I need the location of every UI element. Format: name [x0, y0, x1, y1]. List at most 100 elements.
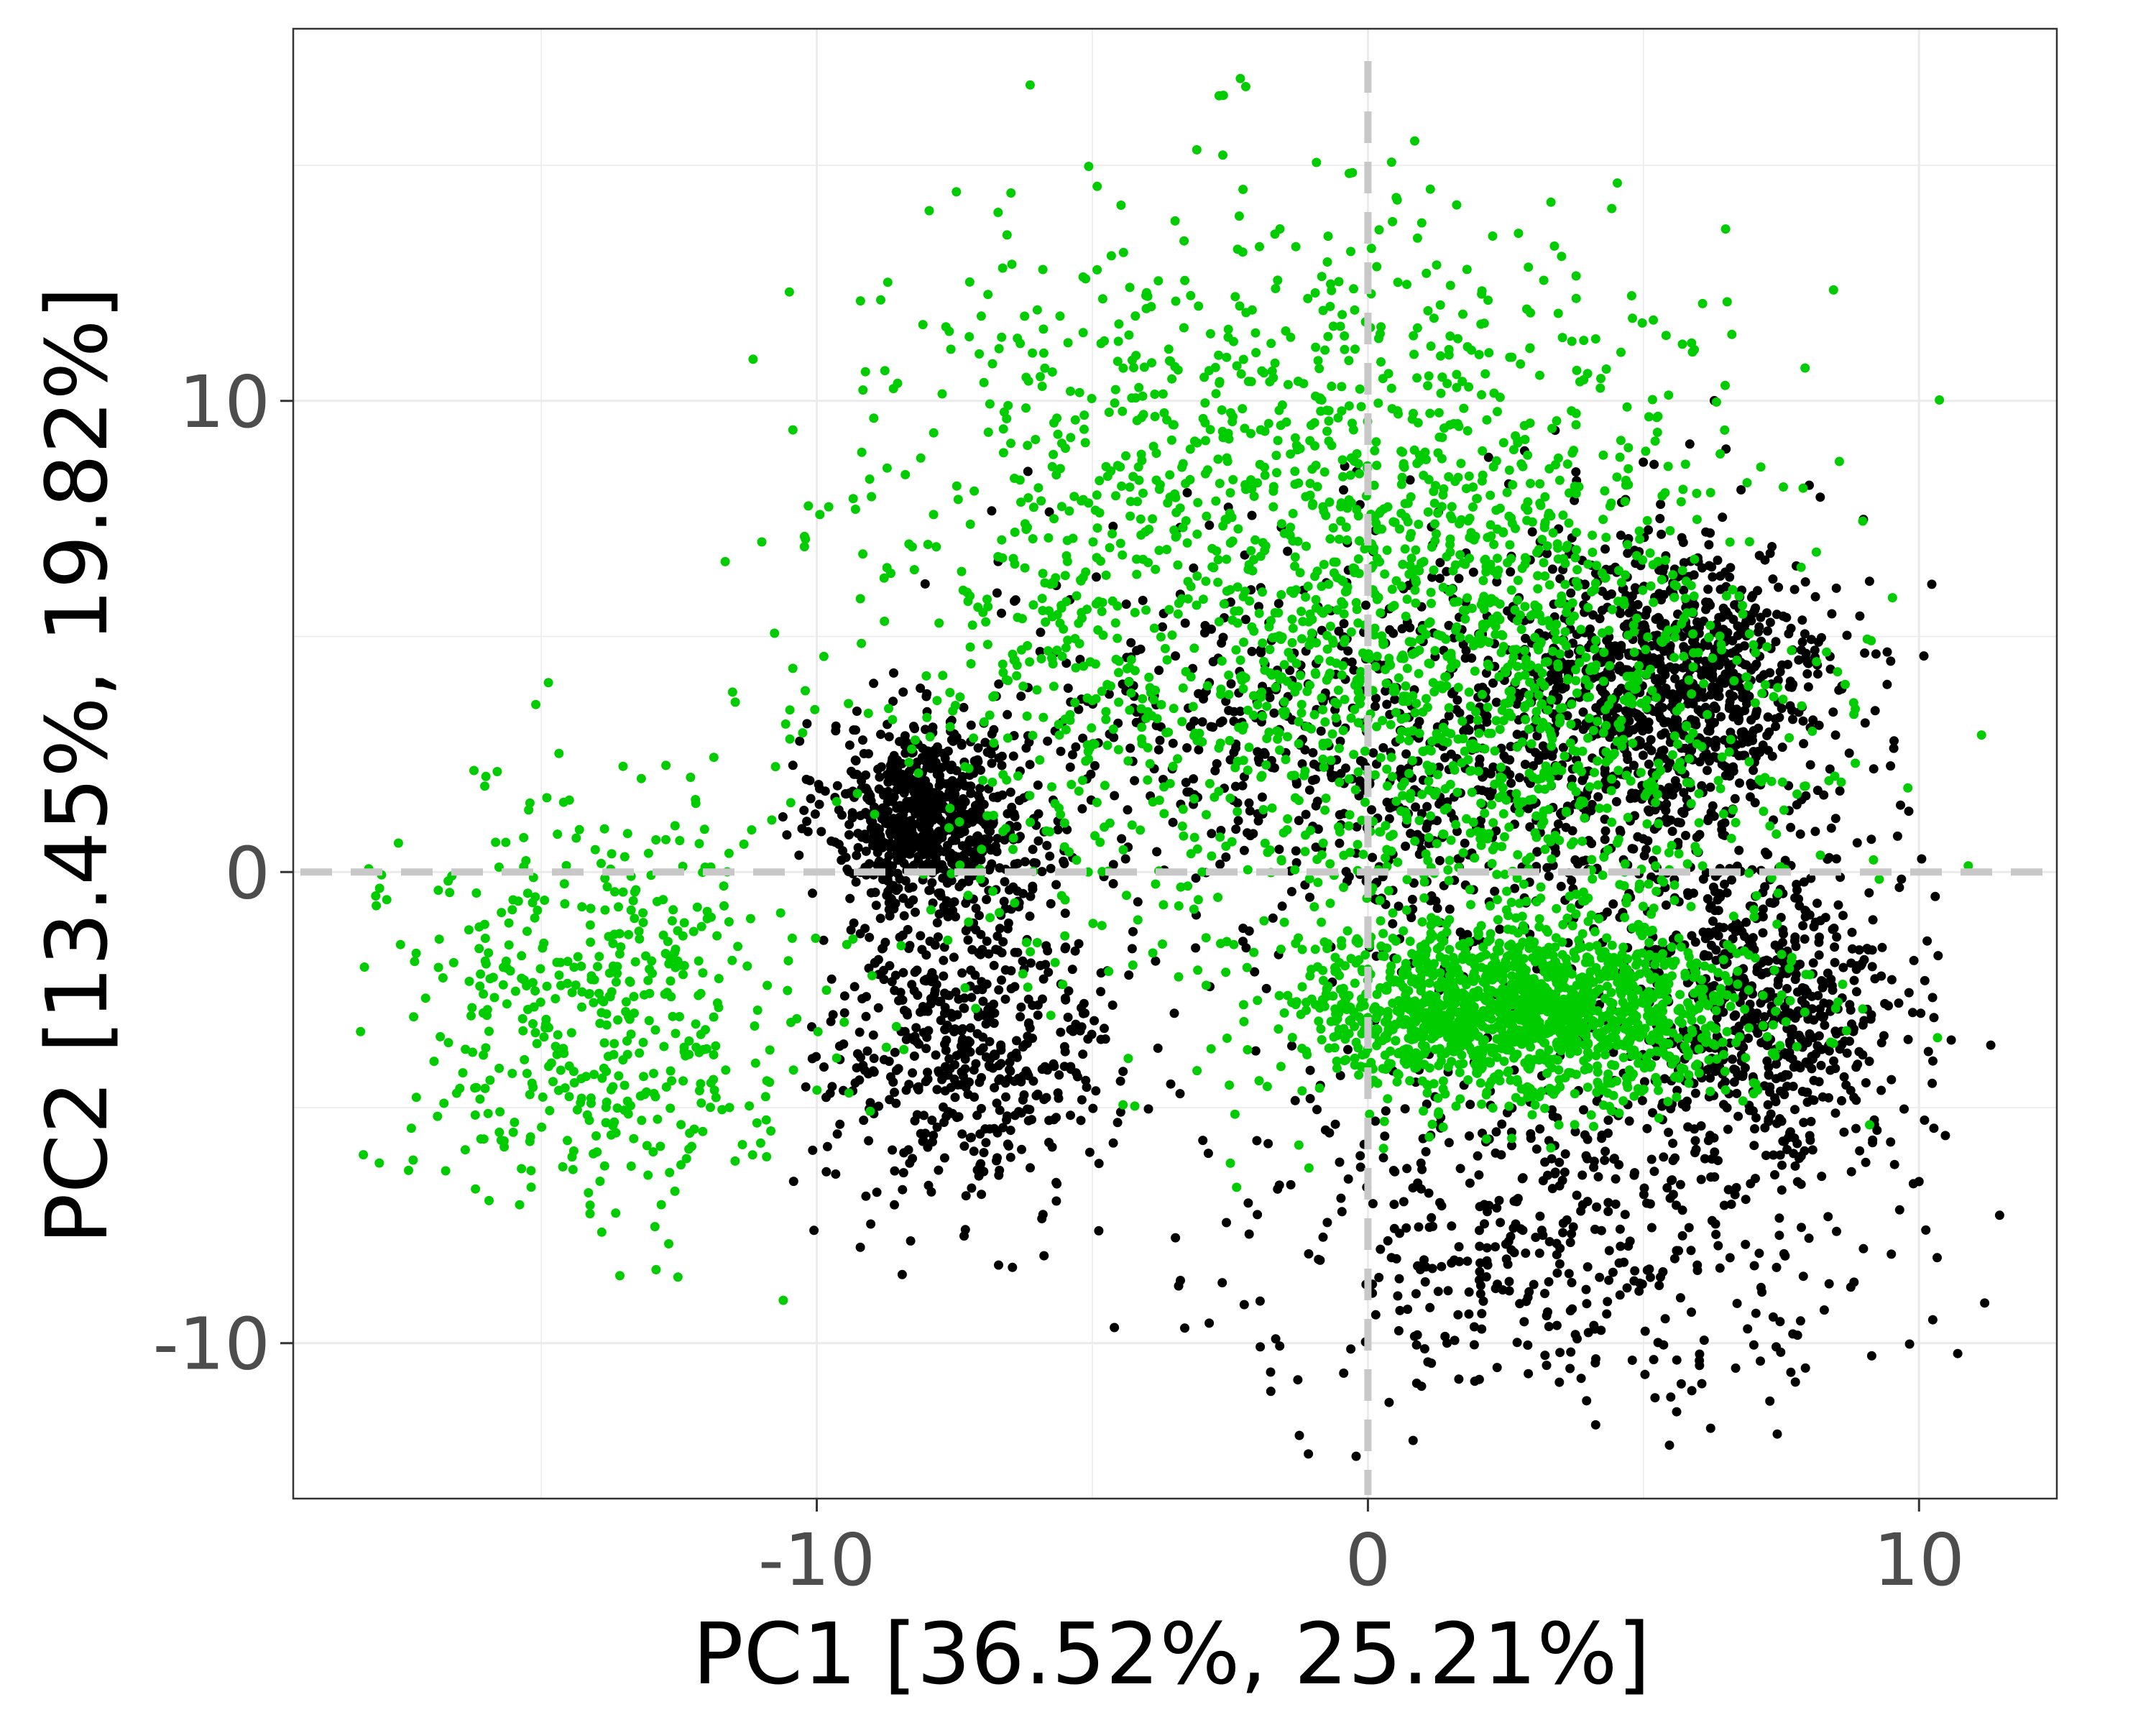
- scatter-point: [1832, 932, 1842, 942]
- scatter-point: [908, 843, 918, 853]
- scatter-point: [1848, 944, 1857, 954]
- scatter-point: [1740, 1063, 1750, 1073]
- scatter-point: [1078, 1049, 1088, 1059]
- scatter-point: [1829, 1056, 1838, 1066]
- scatter-point: [1746, 1179, 1756, 1189]
- scatter-point: [1257, 792, 1267, 802]
- scatter-point: [1273, 1184, 1283, 1194]
- scatter-point: [1633, 599, 1643, 610]
- scatter-point: [1318, 1232, 1328, 1242]
- scatter-point: [1681, 830, 1690, 840]
- scatter-point: [810, 809, 820, 819]
- scatter-point: [1033, 780, 1043, 790]
- scatter-point: [1630, 793, 1640, 803]
- scatter-point: [969, 1146, 979, 1156]
- scatter-point: [985, 863, 995, 873]
- scatter-point: [1497, 1119, 1507, 1129]
- scatter-point: [1427, 1213, 1437, 1223]
- scatter-point: [1662, 817, 1672, 827]
- scatter-point: [845, 893, 855, 903]
- scatter-point: [1341, 763, 1350, 773]
- scatter-point: [1835, 786, 1845, 796]
- scatter-point: [971, 855, 981, 865]
- scatter-point: [1896, 800, 1905, 810]
- scatter-point: [1771, 1074, 1781, 1084]
- scatter-point: [944, 852, 954, 862]
- scatter-point: [1927, 1078, 1938, 1088]
- scatter-point: [1037, 1064, 1047, 1075]
- scatter-point: [1400, 1104, 1410, 1114]
- scatter-point: [889, 750, 899, 760]
- scatter-point: [923, 858, 933, 868]
- scatter-point: [1462, 1256, 1473, 1266]
- scatter-point: [1051, 1196, 1061, 1206]
- scatter-point: [1756, 1282, 1766, 1292]
- scatter-point: [952, 1051, 962, 1061]
- scatter-point: [1812, 898, 1822, 908]
- scatter-point: [943, 840, 952, 850]
- scatter-point: [1475, 1202, 1485, 1212]
- scatter-point: [1606, 589, 1616, 599]
- scatter-point: [1378, 742, 1388, 753]
- scatter-point: [1379, 952, 1389, 962]
- scatter-point: [995, 924, 1005, 934]
- scatter-point: [1025, 760, 1035, 770]
- scatter-point: [1422, 801, 1432, 811]
- scatter-point: [977, 1190, 987, 1200]
- scatter-point: [975, 783, 985, 794]
- scatter-point: [1725, 1253, 1735, 1263]
- scatter-point: [1715, 677, 1725, 687]
- scatter-point: [1644, 717, 1654, 727]
- scatter-point: [1558, 1228, 1568, 1238]
- scatter-point: [1305, 1094, 1315, 1103]
- scatter-point: [1657, 529, 1667, 539]
- scatter-point: [1715, 571, 1726, 581]
- scatter-point: [1015, 1012, 1026, 1022]
- scatter-point: [1718, 512, 1728, 523]
- scatter-point: [844, 867, 854, 877]
- scatter-point: [1065, 762, 1075, 772]
- scatter-point: [1695, 829, 1705, 840]
- scatter-point: [1491, 1127, 1501, 1137]
- scatter-point: [1828, 707, 1838, 717]
- scatter-point: [911, 907, 920, 917]
- scatter-point: [1815, 932, 1824, 942]
- scatter-point: [1576, 1206, 1586, 1216]
- scatter-point: [1933, 951, 1943, 961]
- scatter-point: [1917, 854, 1927, 864]
- scatter-point: [831, 726, 841, 736]
- scatter-point: [1671, 663, 1681, 673]
- scatter-point: [1444, 1138, 1454, 1148]
- scatter-point: [1792, 885, 1802, 895]
- scatter-point: [1876, 971, 1886, 981]
- scatter-point: [1785, 995, 1795, 1006]
- scatter-point: [957, 802, 967, 812]
- scatter-point: [1802, 669, 1812, 678]
- scatter-point: [898, 893, 908, 903]
- scatter-point: [1118, 1067, 1128, 1077]
- scatter-point: [1657, 730, 1667, 740]
- scatter-point: [1608, 1267, 1618, 1277]
- scatter-point: [1125, 743, 1135, 753]
- scatter-point: [1204, 1318, 1215, 1328]
- scatter-point: [975, 911, 984, 921]
- scatter-point: [929, 788, 939, 798]
- scatter-point: [1197, 717, 1207, 727]
- scatter-point: [872, 1187, 882, 1197]
- scatter-point: [1385, 625, 1395, 635]
- scatter-point: [1445, 944, 1455, 954]
- scatter-point: [1618, 1052, 1628, 1062]
- scatter-point: [1675, 1293, 1685, 1303]
- scatter-point: [1453, 1310, 1463, 1320]
- scatter-point: [1672, 1092, 1682, 1102]
- scatter-point: [1006, 966, 1016, 976]
- scatter-point: [1454, 1242, 1464, 1252]
- scatter-point: [1654, 614, 1664, 624]
- scatter-point: [1012, 822, 1022, 832]
- scatter-point: [998, 1123, 1008, 1133]
- scatter-point: [976, 929, 986, 939]
- scatter-point: [1866, 1351, 1876, 1361]
- scatter-point: [1018, 956, 1028, 966]
- scatter-point: [1200, 620, 1210, 630]
- scatter-point: [1240, 615, 1250, 625]
